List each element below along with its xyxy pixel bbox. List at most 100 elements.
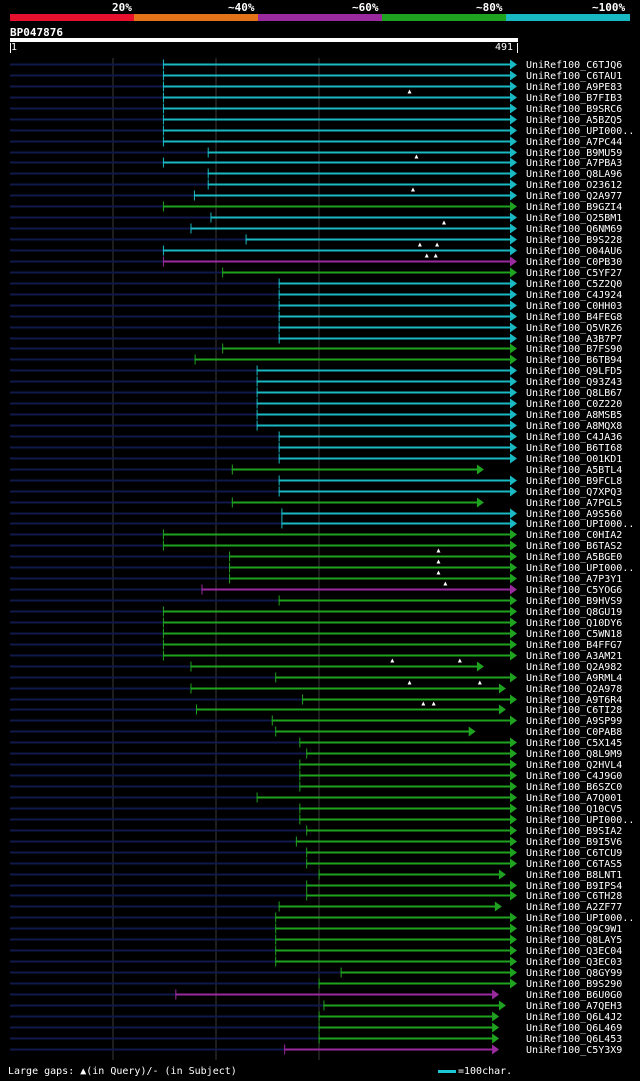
hit-label[interactable]: UniRef100_B9S228 bbox=[526, 235, 622, 246]
hit-label[interactable]: UniRef100_A3B7P7 bbox=[526, 334, 622, 345]
hit-arrow bbox=[510, 781, 517, 792]
hit-label[interactable]: UniRef100_A7Q001 bbox=[526, 793, 622, 804]
hit-label[interactable]: UniRef100_C4JA36 bbox=[526, 432, 622, 443]
hit-label[interactable]: UniRef100_C5X145 bbox=[526, 738, 622, 749]
hit-label[interactable]: UniRef100_Q8LAY5 bbox=[526, 935, 622, 946]
hit-arrow bbox=[476, 464, 484, 475]
hit-arrow bbox=[510, 672, 517, 683]
hit-label[interactable]: UniRef100_Q6NM69 bbox=[526, 224, 622, 235]
hit-label[interactable]: UniRef100_UPI000.. bbox=[526, 913, 634, 924]
hit-label[interactable]: UniRef100_UPI000.. bbox=[526, 126, 634, 137]
hit-label[interactable]: UniRef100_A7PBA3 bbox=[526, 158, 622, 169]
hit-label[interactable]: UniRef100_C6TAU1 bbox=[526, 71, 622, 82]
hit-label[interactable]: UniRef100_B7FIB3 bbox=[526, 93, 622, 104]
hit-label[interactable]: UniRef100_A8MSB5 bbox=[526, 410, 622, 421]
hit-label[interactable]: UniRef100_A9SP99 bbox=[526, 716, 622, 727]
hit-label[interactable]: UniRef100_C6TI28 bbox=[526, 705, 622, 716]
hit-label[interactable]: UniRef100_Q25BM1 bbox=[526, 213, 622, 224]
hit-label[interactable]: UniRef100_B9SRC6 bbox=[526, 104, 622, 115]
hit-label[interactable]: UniRef100_C0PAB8 bbox=[526, 727, 622, 738]
hit-label[interactable]: UniRef100_B7FS90 bbox=[526, 344, 622, 355]
hit-label[interactable]: UniRef100_C6TJQ6 bbox=[526, 60, 622, 71]
hit-label[interactable]: UniRef100_C6TH28 bbox=[526, 891, 622, 902]
hit-label[interactable]: UniRef100_A9S560 bbox=[526, 509, 622, 520]
hit-label[interactable]: UniRef100_UPI000.. bbox=[526, 815, 634, 826]
hit-label[interactable]: UniRef100_B9GZI4 bbox=[526, 202, 622, 213]
hit-label[interactable]: UniRef100_UPI000.. bbox=[526, 519, 634, 530]
hit-label[interactable]: UniRef100_C0HIA2 bbox=[526, 530, 622, 541]
hit-label[interactable]: UniRef100_C4J924 bbox=[526, 290, 622, 301]
hit-label[interactable]: UniRef100_C0PB30 bbox=[526, 257, 622, 268]
hit-label[interactable]: UniRef100_B9FCL8 bbox=[526, 476, 622, 487]
hit-label[interactable]: UniRef100_A7PC44 bbox=[526, 137, 622, 148]
hit-label[interactable]: UniRef100_B6TAS2 bbox=[526, 541, 622, 552]
hit-label[interactable]: UniRef100_B9MU59 bbox=[526, 148, 622, 159]
hit-label[interactable]: UniRef100_Q10CV5 bbox=[526, 804, 622, 815]
hit-arrow bbox=[510, 267, 517, 278]
hit-label[interactable]: UniRef100_B9SIA2 bbox=[526, 826, 622, 837]
hit-label[interactable]: UniRef100_Q8GU19 bbox=[526, 607, 622, 618]
hit-label[interactable]: UniRef100_A2ZF77 bbox=[526, 902, 622, 913]
hit-label[interactable]: UniRef100_A5BTL4 bbox=[526, 465, 622, 476]
hit-label[interactable]: UniRef100_Q6L469 bbox=[526, 1023, 622, 1034]
hit-label[interactable]: UniRef100_Q8L9M9 bbox=[526, 749, 622, 760]
hit-label[interactable]: UniRef100_A5BGE0 bbox=[526, 552, 622, 563]
hit-label[interactable]: UniRef100_A5BZQ5 bbox=[526, 115, 622, 126]
hit-label[interactable]: UniRef100_B9I5V6 bbox=[526, 837, 622, 848]
hit-label[interactable]: UniRef100_Q10DY6 bbox=[526, 618, 622, 629]
query-end-label: 491 bbox=[495, 42, 514, 53]
hit-arrow bbox=[510, 147, 517, 158]
hit-arrow bbox=[510, 420, 517, 431]
hit-label[interactable]: UniRef100_B6SZC0 bbox=[526, 782, 622, 793]
hit-label[interactable]: UniRef100_Q2A978 bbox=[526, 684, 622, 695]
hit-label[interactable]: UniRef100_Q8GY99 bbox=[526, 968, 622, 979]
hit-label[interactable]: UniRef100_A9PE83 bbox=[526, 82, 622, 93]
hit-label[interactable]: UniRef100_Q8LA96 bbox=[526, 169, 622, 180]
hit-label[interactable]: UniRef100_B8LNT1 bbox=[526, 870, 622, 881]
hit-label[interactable]: UniRef100_Q5VRZ6 bbox=[526, 323, 622, 334]
hit-label[interactable]: UniRef100_Q93Z43 bbox=[526, 377, 622, 388]
hit-label[interactable]: UniRef100_Q2HVL4 bbox=[526, 760, 622, 771]
hit-label[interactable]: UniRef100_Q2A977 bbox=[526, 191, 622, 202]
hit-label[interactable]: UniRef100_B9IPS4 bbox=[526, 881, 622, 892]
hit-label[interactable]: UniRef100_A7QEH3 bbox=[526, 1001, 622, 1012]
hit-label[interactable]: UniRef100_C5Y3X9 bbox=[526, 1045, 622, 1056]
hit-label[interactable]: UniRef100_B6TI68 bbox=[526, 443, 622, 454]
hit-label[interactable]: UniRef100_B9S290 bbox=[526, 979, 622, 990]
hit-label[interactable]: UniRef100_B6U0G0 bbox=[526, 990, 622, 1001]
hit-label[interactable]: UniRef100_A7P3Y1 bbox=[526, 574, 622, 585]
hit-label[interactable]: UniRef100_O01KD1 bbox=[526, 454, 622, 465]
hit-label[interactable]: UniRef100_C5WN18 bbox=[526, 629, 622, 640]
hit-label[interactable]: UniRef100_O04AU6 bbox=[526, 246, 622, 257]
hit-label[interactable]: UniRef100_Q7XPQ3 bbox=[526, 487, 622, 498]
hit-label[interactable]: UniRef100_C5YF27 bbox=[526, 268, 622, 279]
hit-label[interactable]: UniRef100_A7PGL5 bbox=[526, 498, 622, 509]
hit-label[interactable]: UniRef100_Q6L4J2 bbox=[526, 1012, 622, 1023]
hit-label[interactable]: UniRef100_C5Z2Q0 bbox=[526, 279, 622, 290]
hit-label[interactable]: UniRef100_Q9LFD5 bbox=[526, 366, 622, 377]
hit-label[interactable]: UniRef100_A3AM21 bbox=[526, 651, 622, 662]
hit-label[interactable]: UniRef100_C4J9G0 bbox=[526, 771, 622, 782]
hit-label[interactable]: UniRef100_B9HVS9 bbox=[526, 596, 622, 607]
hit-label[interactable]: UniRef100_A9RML4 bbox=[526, 673, 622, 684]
hit-label[interactable]: UniRef100_Q2A982 bbox=[526, 662, 622, 673]
gap-mark bbox=[414, 154, 419, 159]
hit-label[interactable]: UniRef100_UPI000.. bbox=[526, 563, 634, 574]
hit-label[interactable]: UniRef100_A8MQX8 bbox=[526, 421, 622, 432]
hit-label[interactable]: UniRef100_C0HH03 bbox=[526, 301, 622, 312]
hit-label[interactable]: UniRef100_A9T6R4 bbox=[526, 695, 622, 706]
hit-label[interactable]: UniRef100_C6TAS5 bbox=[526, 859, 622, 870]
hit-label[interactable]: UniRef100_Q3EC04 bbox=[526, 946, 622, 957]
hit-label[interactable]: UniRef100_C0Z220 bbox=[526, 399, 622, 410]
hit-label[interactable]: UniRef100_Q6L453 bbox=[526, 1034, 622, 1045]
hit-label[interactable]: UniRef100_B6TB94 bbox=[526, 355, 622, 366]
hit-label[interactable]: UniRef100_B4FEG8 bbox=[526, 312, 622, 323]
hit-label[interactable]: UniRef100_Q3EC03 bbox=[526, 957, 622, 968]
hit-arrow bbox=[510, 234, 517, 245]
hit-label[interactable]: UniRef100_Q9C9W1 bbox=[526, 924, 622, 935]
hit-label[interactable]: UniRef100_C6TCU9 bbox=[526, 848, 622, 859]
hit-label[interactable]: UniRef100_B4FFG7 bbox=[526, 640, 622, 651]
hit-label[interactable]: UniRef100_C5YOG6 bbox=[526, 585, 622, 596]
hit-label[interactable]: UniRef100_O23612 bbox=[526, 180, 622, 191]
hit-label[interactable]: UniRef100_Q8LB67 bbox=[526, 388, 622, 399]
